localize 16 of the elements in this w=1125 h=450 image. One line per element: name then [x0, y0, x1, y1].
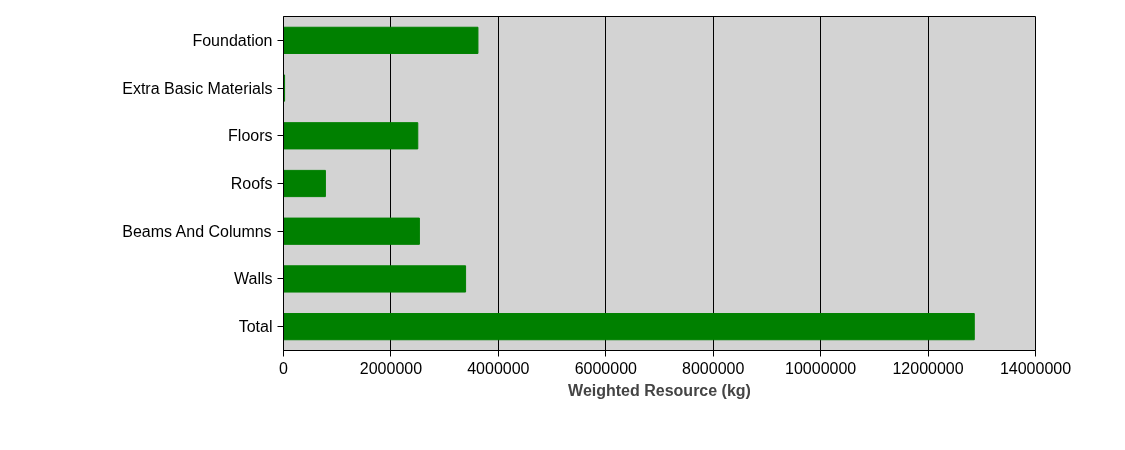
y-tick-label: Walls: [233, 270, 273, 288]
y-tick-label: Floors: [228, 127, 273, 145]
y-tick-label: Roofs: [230, 175, 273, 192]
y-tick-label: Total: [238, 318, 273, 336]
x-tick-label: 4000000: [467, 359, 530, 377]
y-tick-label: Beams And Columns: [122, 222, 272, 240]
x-tick-label: 0: [279, 359, 289, 377]
x-tick-label: 6000000: [574, 359, 638, 377]
x-tick-label: 10000000: [785, 359, 857, 377]
y-tick-label: Foundation: [192, 31, 273, 49]
x-tick-label: 14000000: [999, 359, 1072, 377]
y-tick-label: Extra Basic Materials: [122, 79, 273, 97]
x-tick-label: 2000000: [359, 359, 423, 377]
x-axis-title: Weighted Resource (kg): [568, 381, 751, 399]
x-tick-label: 12000000: [892, 359, 964, 377]
x-tick-label: 8000000: [682, 359, 745, 377]
